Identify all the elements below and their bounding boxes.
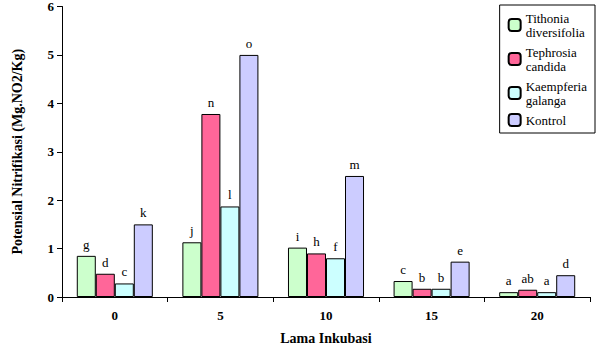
svg-text:Potensial Nitrifikasi (Mg.NO2/: Potensial Nitrifikasi (Mg.NO2/Kg) bbox=[10, 49, 26, 255]
svg-text:3: 3 bbox=[48, 144, 55, 159]
svg-text:c: c bbox=[400, 262, 406, 277]
svg-text:g: g bbox=[83, 237, 90, 252]
svg-text:15: 15 bbox=[425, 308, 439, 323]
svg-text:diversifolia: diversifolia bbox=[526, 25, 585, 40]
svg-text:d: d bbox=[102, 255, 109, 270]
svg-text:k: k bbox=[140, 205, 147, 220]
svg-text:0: 0 bbox=[112, 308, 119, 323]
svg-text:m: m bbox=[349, 157, 359, 172]
svg-text:ab: ab bbox=[522, 271, 534, 286]
svg-text:5: 5 bbox=[217, 308, 224, 323]
svg-text:l: l bbox=[228, 187, 232, 202]
svg-text:c: c bbox=[121, 264, 127, 279]
svg-text:0: 0 bbox=[48, 290, 55, 305]
svg-text:n: n bbox=[208, 95, 215, 110]
svg-text:f: f bbox=[333, 239, 338, 254]
svg-text:Tephrosia: Tephrosia bbox=[526, 45, 577, 60]
svg-text:Lama Inkubasi: Lama Inkubasi bbox=[280, 331, 372, 346]
svg-text:candida: candida bbox=[526, 59, 567, 74]
svg-text:o: o bbox=[246, 36, 253, 51]
svg-text:b: b bbox=[438, 270, 445, 285]
svg-text:Kaempferia: Kaempferia bbox=[526, 79, 588, 94]
svg-text:galanga: galanga bbox=[526, 93, 567, 108]
svg-text:i: i bbox=[296, 229, 300, 244]
svg-text:5: 5 bbox=[48, 47, 55, 62]
svg-text:20: 20 bbox=[531, 308, 544, 323]
svg-text:b: b bbox=[419, 270, 426, 285]
svg-text:4: 4 bbox=[48, 96, 55, 111]
svg-text:2: 2 bbox=[48, 193, 55, 208]
svg-text:Kontrol: Kontrol bbox=[526, 113, 567, 128]
svg-text:Tithonia: Tithonia bbox=[526, 11, 570, 26]
svg-text:j: j bbox=[189, 223, 194, 238]
svg-text:d: d bbox=[562, 256, 569, 271]
svg-text:6: 6 bbox=[48, 0, 55, 14]
svg-text:a: a bbox=[544, 273, 550, 288]
svg-text:e: e bbox=[457, 243, 463, 258]
svg-text:h: h bbox=[313, 234, 320, 249]
svg-text:10: 10 bbox=[320, 308, 333, 323]
svg-text:1: 1 bbox=[48, 241, 55, 256]
svg-text:a: a bbox=[506, 273, 512, 288]
